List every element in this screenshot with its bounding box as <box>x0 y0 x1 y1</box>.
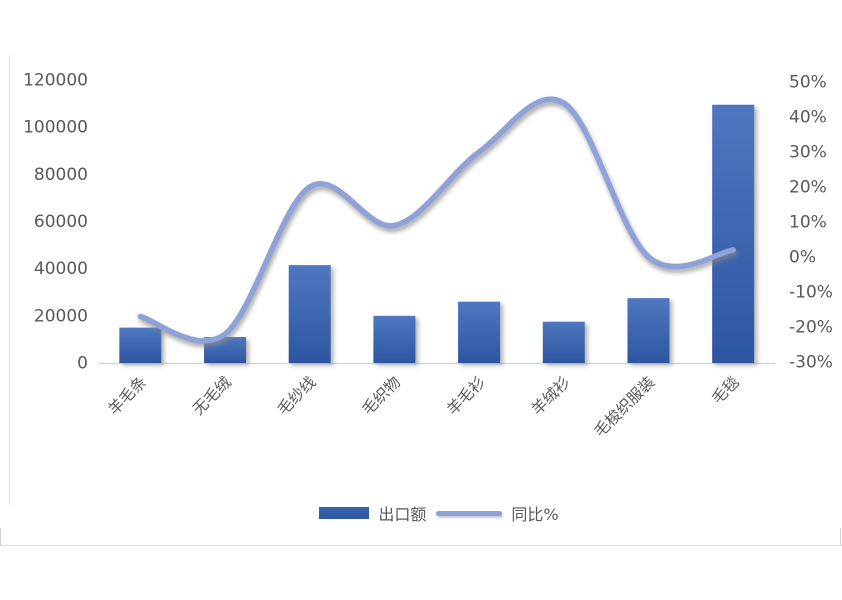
left-axis-tick-label: 120000 <box>23 71 88 91</box>
right-axis-tick-label: 0% <box>789 248 816 268</box>
right-axis-tick-label: 40% <box>789 108 827 128</box>
x-axis-category-label: 羊绒衫 <box>528 373 574 419</box>
bar-羊毛条 <box>119 327 162 363</box>
right-axis-tick-label: -30% <box>789 353 833 373</box>
bar-羊毛衫 <box>458 301 501 363</box>
right-axis-tick-label: 10% <box>789 213 827 233</box>
x-axis-category-label: 毛毯 <box>708 373 743 408</box>
x-axis-category-label: 无毛绒 <box>189 373 235 419</box>
left-axis-tick-label: 40000 <box>34 259 88 279</box>
left-axis-tick-label: 80000 <box>34 165 88 185</box>
cell-border-left <box>9 55 10 505</box>
left-axis-tick-label: 20000 <box>34 306 88 326</box>
bar-毛织物 <box>373 315 416 363</box>
bar-羊绒衫 <box>542 321 585 363</box>
yoy-line <box>137 96 736 344</box>
right-axis-tick-label: 50% <box>789 73 827 93</box>
right-axis-tick-label: -20% <box>789 318 833 338</box>
line-series <box>137 96 736 344</box>
x-axis-category-label: 毛织物 <box>359 373 405 419</box>
legend-label-export: 出口额 <box>378 505 427 524</box>
bar-series <box>119 104 755 363</box>
line-series-swatch-icon <box>436 510 503 516</box>
right-axis-tick-label: -10% <box>789 283 833 303</box>
x-axis-category-label: 羊毛衫 <box>443 373 489 419</box>
bar-毛毯 <box>712 104 755 363</box>
left-axis-tick-label: 0 <box>77 354 88 374</box>
cell-border-stub-left <box>0 528 1 546</box>
x-axis-category-label: 羊毛条 <box>105 373 151 419</box>
legend-label-yoy: 同比% <box>511 505 559 524</box>
bar-毛梭织服装 <box>627 298 670 363</box>
x-axis-category-label: 毛梭织服装 <box>591 373 659 441</box>
chart-legend: 出口额 同比% <box>18 501 842 525</box>
legend-item-yoy: 同比% <box>436 501 559 525</box>
right-axis-tick-label: 20% <box>789 178 827 198</box>
left-axis-tick-label: 100000 <box>23 118 88 138</box>
legend-item-export: 出口额 <box>319 501 426 525</box>
left-axis-tick-label: 60000 <box>34 212 88 232</box>
bar-series-swatch-icon <box>319 507 370 519</box>
cell-border-bottom <box>0 545 842 546</box>
cell-border-stub-right <box>840 528 841 546</box>
bar-毛纱线 <box>288 265 331 363</box>
x-axis-category-label: 毛纱线 <box>274 373 320 419</box>
right-axis-tick-label: 30% <box>789 143 827 163</box>
